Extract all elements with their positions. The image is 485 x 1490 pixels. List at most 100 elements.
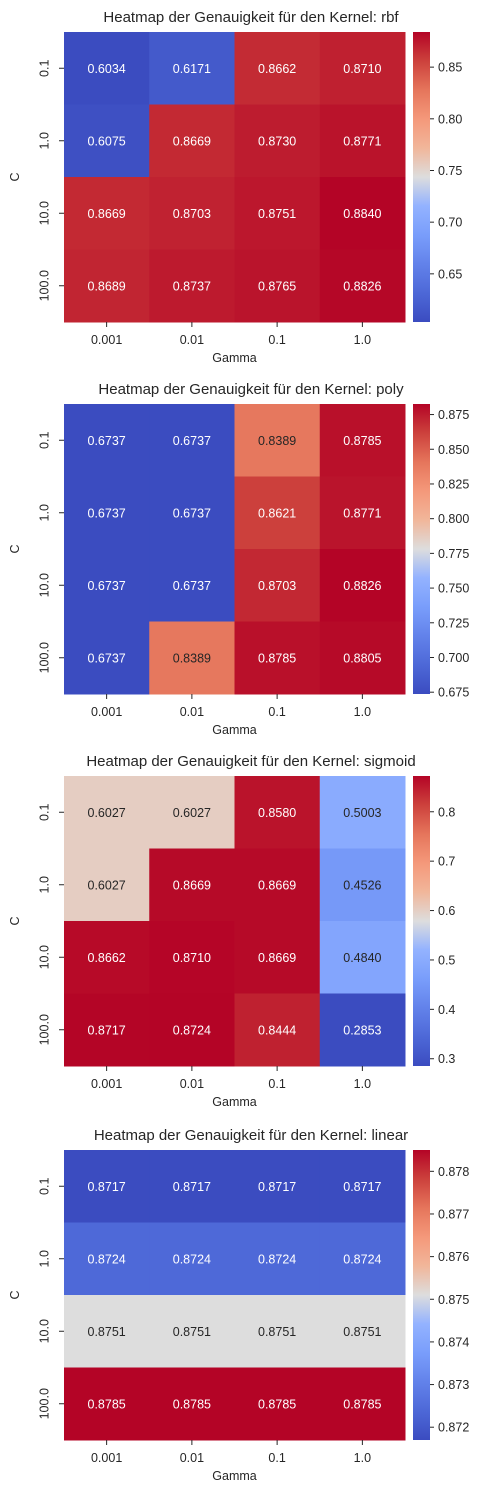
cell-value-label: 0.6171 xyxy=(173,62,211,76)
heatmap-cell xyxy=(64,921,150,994)
colorbar-tick-label: 0.675 xyxy=(438,686,469,700)
heatmap-cell xyxy=(234,1150,321,1223)
cell-value-label: 0.8717 xyxy=(173,1180,211,1194)
cell-value-label: 0.8717 xyxy=(88,1180,126,1194)
cell-value-label: 0.8444 xyxy=(258,1023,296,1037)
heatmap-cell xyxy=(319,1367,406,1441)
heatmap-cell xyxy=(319,32,406,105)
cell-value-label: 0.6034 xyxy=(88,62,126,76)
y-axis-label: C xyxy=(8,172,22,181)
cell-value-label: 0.6027 xyxy=(88,878,126,892)
cell-value-label: 0.8689 xyxy=(88,279,126,293)
heatmap-cell xyxy=(149,549,235,622)
heatmap-panel: Heatmap der Genauigkeit für den Kernel: … xyxy=(8,1127,469,1483)
heatmap-cell xyxy=(319,921,406,994)
heatmap-cell xyxy=(64,404,150,477)
chart-title: Heatmap der Genauigkeit für den Kernel: … xyxy=(103,9,399,26)
cell-value-label: 0.8724 xyxy=(88,1252,126,1266)
x-tick-label: 0.01 xyxy=(180,1451,204,1465)
y-tick-label: 1.0 xyxy=(37,1250,51,1267)
cell-value-label: 0.8785 xyxy=(258,651,296,665)
cell-value-label: 0.8730 xyxy=(258,134,296,148)
cell-value-label: 0.8826 xyxy=(343,579,381,593)
heatmap-cell xyxy=(234,177,321,250)
x-tick-label: 1.0 xyxy=(354,333,371,347)
colorbar xyxy=(413,1150,430,1440)
heatmap-cell xyxy=(319,621,406,695)
y-tick-label: 1.0 xyxy=(37,504,51,521)
heatmap-cell xyxy=(149,848,235,922)
x-tick-label: 1.0 xyxy=(354,1451,371,1465)
heatmap-cell xyxy=(149,1150,235,1223)
colorbar-tick-label: 0.850 xyxy=(438,443,469,457)
heatmap-cell xyxy=(149,249,235,323)
heatmap-panel: Heatmap der Genauigkeit für den Kernel: … xyxy=(8,381,469,737)
colorbar-tick-label: 0.875 xyxy=(438,408,469,422)
heatmap-cell xyxy=(234,848,321,922)
heatmap-cell xyxy=(64,621,150,695)
colorbar-tick-label: 0.878 xyxy=(438,1165,469,1179)
cell-value-label: 0.8710 xyxy=(343,62,381,76)
heatmap-cell xyxy=(64,249,150,323)
cell-value-label: 0.4840 xyxy=(343,951,381,965)
y-axis-label: C xyxy=(8,916,22,925)
heatmap-cell xyxy=(64,476,150,550)
colorbar-tick-label: 0.65 xyxy=(438,267,462,281)
x-axis-label: Gamma xyxy=(212,351,257,365)
colorbar-tick-label: 0.8 xyxy=(438,805,455,819)
cell-value-label: 0.8662 xyxy=(258,62,296,76)
y-tick-label: 0.1 xyxy=(37,432,51,449)
x-tick-label: 0.001 xyxy=(91,1451,122,1465)
heatmap-cell xyxy=(234,1367,321,1441)
cell-value-label: 0.8621 xyxy=(258,506,296,520)
heatmap-cell xyxy=(64,1222,150,1296)
x-tick-label: 0.001 xyxy=(91,333,122,347)
cell-value-label: 0.6737 xyxy=(88,506,126,520)
x-axis-label: Gamma xyxy=(212,1095,257,1109)
heatmap-cell xyxy=(149,1222,235,1296)
colorbar-tick-label: 0.3 xyxy=(438,1052,455,1066)
colorbar xyxy=(413,32,430,322)
cell-value-label: 0.8785 xyxy=(258,1397,296,1411)
heatmap-cell xyxy=(319,1295,406,1368)
x-tick-label: 0.1 xyxy=(268,1451,285,1465)
cell-value-label: 0.8710 xyxy=(173,951,211,965)
cell-value-label: 0.5003 xyxy=(343,806,381,820)
heatmap-cell xyxy=(234,249,321,323)
heatmap-cell xyxy=(64,776,150,849)
x-tick-label: 0.01 xyxy=(180,705,204,719)
heatmap-cell xyxy=(319,993,406,1067)
heatmap-cell xyxy=(64,993,150,1067)
cell-value-label: 0.8717 xyxy=(88,1023,126,1037)
colorbar-tick-label: 0.700 xyxy=(438,651,469,665)
heatmap-cell xyxy=(64,32,150,105)
heatmap-cell xyxy=(234,621,321,695)
colorbar-tick-label: 0.825 xyxy=(438,477,469,491)
heatmap-cell xyxy=(319,776,406,849)
colorbar-tick-label: 0.80 xyxy=(438,112,462,126)
x-tick-label: 1.0 xyxy=(354,705,371,719)
cell-value-label: 0.8840 xyxy=(343,207,381,221)
colorbar-tick-label: 0.70 xyxy=(438,216,462,230)
heatmap-cell xyxy=(234,104,321,178)
cell-value-label: 0.8669 xyxy=(173,134,211,148)
cell-value-label: 0.8785 xyxy=(343,434,381,448)
chart-title: Heatmap der Genauigkeit für den Kernel: … xyxy=(98,381,404,398)
heatmap-cell xyxy=(234,32,321,105)
heatmap-cell xyxy=(149,993,235,1067)
heatmap-cell xyxy=(64,104,150,178)
y-tick-label: 100.0 xyxy=(37,1014,51,1045)
x-tick-label: 1.0 xyxy=(354,1077,371,1091)
cell-value-label: 0.8703 xyxy=(258,579,296,593)
colorbar-tick-label: 0.875 xyxy=(438,1293,469,1307)
heatmap-cell xyxy=(64,177,150,250)
y-tick-label: 1.0 xyxy=(37,876,51,893)
heatmap-cell xyxy=(319,549,406,622)
heatmap-cell xyxy=(319,1150,406,1223)
heatmap-cell xyxy=(64,1150,150,1223)
cell-value-label: 0.8751 xyxy=(343,1325,381,1339)
colorbar-tick-label: 0.725 xyxy=(438,616,469,630)
cell-value-label: 0.8669 xyxy=(88,207,126,221)
cell-value-label: 0.8771 xyxy=(343,134,381,148)
